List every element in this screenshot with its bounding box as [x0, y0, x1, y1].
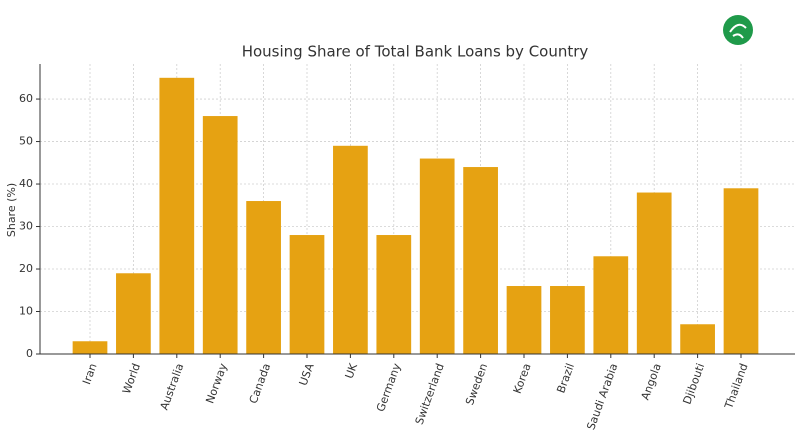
y-tick-label: 40	[19, 177, 33, 190]
bar	[680, 324, 715, 354]
bar	[72, 341, 108, 354]
logo-glyph	[729, 23, 747, 39]
chart-title: Housing Share of Total Bank Loans by Cou…	[242, 43, 589, 61]
y-axis-label: Share (%)	[5, 183, 18, 237]
bar	[376, 235, 412, 354]
bar	[159, 77, 195, 355]
y-tick-label: 20	[19, 262, 33, 275]
bar	[116, 273, 151, 354]
bar	[246, 201, 281, 354]
bar	[506, 286, 542, 354]
bar	[593, 256, 629, 354]
x-tick-label: UK	[343, 361, 361, 381]
y-tick-label: 50	[19, 135, 33, 148]
bar	[636, 192, 672, 354]
bar	[550, 286, 585, 354]
logo-circle	[723, 15, 753, 45]
y-tick-label: 10	[19, 305, 33, 318]
bar	[202, 116, 238, 354]
y-tick-label: 60	[19, 92, 33, 105]
y-tick-label: 30	[19, 220, 33, 233]
bar	[289, 235, 325, 354]
logo	[723, 15, 753, 45]
bar	[463, 167, 498, 354]
y-tick-label: 0	[26, 347, 33, 360]
bar	[333, 145, 368, 354]
bar	[419, 158, 455, 354]
bar	[723, 188, 759, 354]
